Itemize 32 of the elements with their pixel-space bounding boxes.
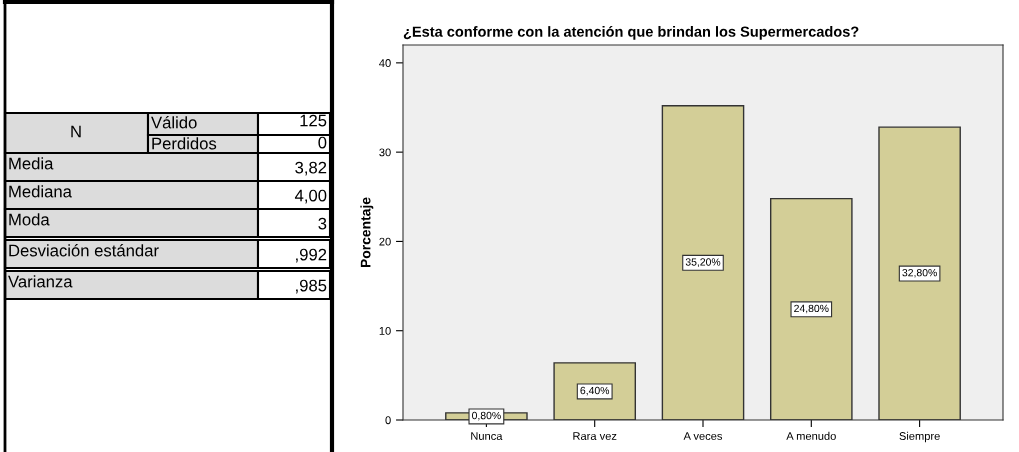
y-tick-label: 30: [379, 148, 391, 157]
y-axis-title: Porcentaje: [360, 197, 374, 268]
text: Varianza: [8, 275, 73, 288]
text: Válido: [151, 116, 197, 129]
y-tick-label: 40: [379, 59, 391, 67]
data-label: 35,20%: [685, 258, 721, 267]
x-tick-label: A menudo: [786, 431, 836, 440]
text: Perdidos: [152, 137, 217, 150]
text: 125: [300, 114, 327, 127]
text: Mediana: [9, 185, 72, 198]
y-tick-label: 10: [379, 326, 391, 335]
x-tick-label: A veces: [683, 432, 723, 440]
chart-title: ¿Esta conforme con la atención que brindan los Supermercados?: [403, 25, 859, 40]
text: 3: [318, 217, 327, 230]
text: Moda: [9, 213, 50, 226]
data-label: 32,80%: [902, 268, 937, 278]
data-label: 24,80%: [794, 304, 829, 314]
x-tick-label: Rara vez: [573, 432, 617, 440]
text: 3,82: [295, 161, 327, 176]
y-tick-label: 0: [385, 416, 391, 425]
text: ,985: [296, 279, 327, 294]
text: Media: [9, 157, 54, 170]
text: ,992: [296, 248, 327, 263]
text: Desviación estándar: [9, 244, 159, 257]
data-label: 6,40%: [580, 386, 610, 396]
text: N: [71, 125, 81, 138]
x-tick-label: Siempre: [899, 431, 940, 443]
text: 4,00: [294, 189, 327, 204]
y-tick-label: 20: [379, 237, 391, 246]
data-label: 0,80%: [472, 411, 501, 421]
x-tick-label: Nunca: [471, 432, 503, 440]
text: 0: [318, 136, 327, 149]
